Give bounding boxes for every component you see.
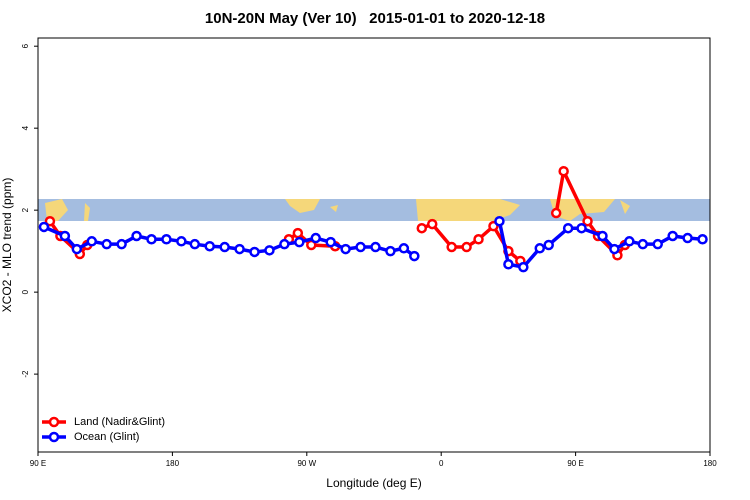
data-point [494, 215, 505, 227]
y-axis-label: XCO2 - MLO trend (ppm) [0, 178, 14, 313]
data-point [562, 222, 574, 234]
data-point [426, 218, 438, 230]
data-point [446, 241, 457, 253]
data-point [38, 221, 50, 233]
data-point [370, 241, 381, 253]
data-point [409, 250, 420, 262]
data-point [204, 240, 215, 252]
data-point [340, 243, 351, 255]
x-tick-label: 0 [439, 459, 444, 468]
data-point [86, 236, 98, 247]
data-point [697, 234, 708, 245]
y-tick-label: 6 [21, 43, 30, 48]
x-tick-label: 180 [166, 459, 180, 468]
data-point [249, 246, 260, 258]
y-tick-label: -2 [21, 370, 30, 378]
data-point [325, 236, 336, 248]
data-point [652, 238, 663, 250]
data-point [543, 239, 554, 251]
data-point [44, 215, 56, 227]
legend-marker [48, 431, 60, 443]
chart-title: 10N-20N May (Ver 10) 2015-01-01 to 2020-… [205, 10, 545, 27]
data-point [609, 243, 620, 255]
data-point [101, 238, 112, 250]
data-point [558, 165, 569, 177]
y-tick-label: 0 [21, 289, 30, 294]
legend-marker [48, 416, 60, 428]
y-tick-label: 2 [21, 207, 30, 212]
data-point [582, 215, 593, 227]
data-point [576, 222, 587, 234]
data-point [597, 230, 608, 242]
data-point [264, 245, 275, 256]
data-point [189, 238, 201, 250]
data-point [176, 236, 187, 247]
data-point [219, 241, 230, 253]
data-point [71, 243, 83, 255]
x-tick-label: 90 E [567, 459, 583, 468]
y-tick-label: 4 [21, 125, 30, 130]
data-point [637, 238, 649, 250]
data-point [624, 236, 635, 247]
legend-label: Land (Nadir&Glint) [74, 416, 165, 428]
data-point [294, 236, 305, 248]
data-point [461, 241, 472, 253]
data-point [503, 259, 514, 270]
legend-label: Ocean (Glint) [74, 431, 139, 443]
data-point [306, 239, 317, 251]
map-strip [38, 199, 710, 221]
plot-frame [37, 37, 711, 453]
x-tick-label: 180 [703, 459, 717, 468]
data-point [667, 230, 678, 242]
x-axis-label: Longitude (deg E) [326, 476, 421, 490]
data-point [473, 234, 484, 245]
data-point [292, 227, 304, 239]
x-tick-label: 90 W [297, 459, 316, 468]
data-point [355, 241, 366, 253]
data-point [116, 238, 127, 250]
data-point [550, 207, 562, 219]
data-point [234, 243, 245, 255]
data-point [146, 234, 157, 245]
data-point [131, 230, 142, 242]
data-point [279, 238, 290, 250]
data-point [310, 232, 322, 244]
x-tick-label: 90 E [30, 459, 46, 468]
data-point [518, 261, 529, 273]
data-point [416, 222, 428, 234]
data-point [398, 243, 410, 254]
data-point [385, 245, 396, 257]
data-point [161, 234, 172, 245]
data-point [59, 230, 71, 242]
data-point [682, 232, 693, 244]
data-point [534, 243, 546, 254]
